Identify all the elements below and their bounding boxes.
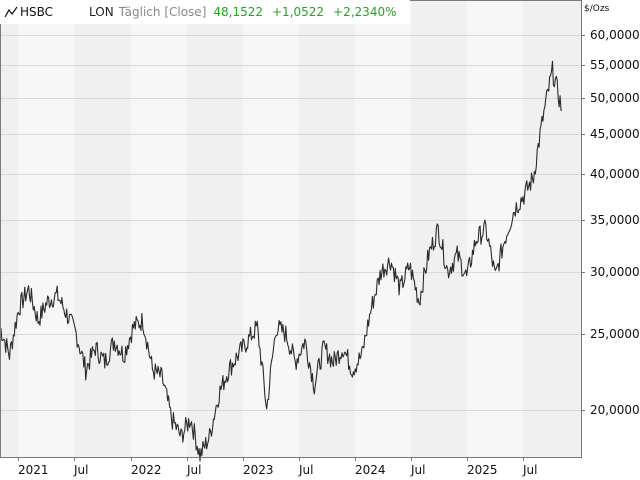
last-price: 48,1522 <box>213 5 263 19</box>
time-band <box>467 0 523 457</box>
y-tick-label: 60,0000 <box>590 28 640 42</box>
chart-legend: HSBC LON Täglich [Close] 48,1522 +1,0522… <box>0 0 410 24</box>
x-tick-label: 2021 <box>18 463 49 477</box>
time-band <box>131 0 187 457</box>
price-line <box>0 60 563 462</box>
time-band <box>299 0 355 457</box>
time-band <box>18 0 74 457</box>
y-axis-unit: $/Ozs <box>584 4 610 14</box>
x-tick-label: Jul <box>187 463 202 477</box>
gridlines <box>0 35 581 411</box>
y-tick-label: 55,0000 <box>590 58 640 72</box>
y-tick-label: 25,0000 <box>590 327 640 341</box>
y-tick-label: 40,0000 <box>590 167 640 181</box>
x-tick-label: Jul <box>299 463 314 477</box>
x-axis-ticks <box>18 458 524 461</box>
symbol[interactable]: HSBC <box>4 5 53 19</box>
time-bands <box>0 0 581 457</box>
time-band <box>355 0 411 457</box>
x-tick-label: 2024 <box>355 463 386 477</box>
x-tick-label: Jul <box>411 463 426 477</box>
price-change: +1,0522 <box>272 5 325 19</box>
price-change-pct: +2,2340% <box>333 5 397 19</box>
time-band <box>187 0 243 457</box>
time-band <box>0 0 18 457</box>
y-tick-label: 50,0000 <box>590 91 640 105</box>
y-axis-ticks <box>581 35 585 411</box>
x-tick-label: Jul <box>523 463 538 477</box>
x-tick-label: 2023 <box>243 463 274 477</box>
x-tick-label: 2025 <box>467 463 498 477</box>
exchange-label: LON <box>89 5 114 19</box>
y-tick-label: 20,0000 <box>590 403 640 417</box>
time-band <box>74 0 131 457</box>
line-chart-icon <box>4 6 18 18</box>
time-band <box>243 0 299 457</box>
y-tick-label: 35,0000 <box>590 213 640 227</box>
x-tick-label: Jul <box>74 463 89 477</box>
y-tick-label: 45,0000 <box>590 127 640 141</box>
symbol-label: HSBC <box>20 5 54 19</box>
time-band <box>523 0 581 457</box>
x-tick-label: 2022 <box>131 463 162 477</box>
time-band <box>411 0 467 457</box>
y-tick-label: 30,0000 <box>590 265 640 279</box>
interval-label: Täglich [Close] <box>118 5 207 19</box>
